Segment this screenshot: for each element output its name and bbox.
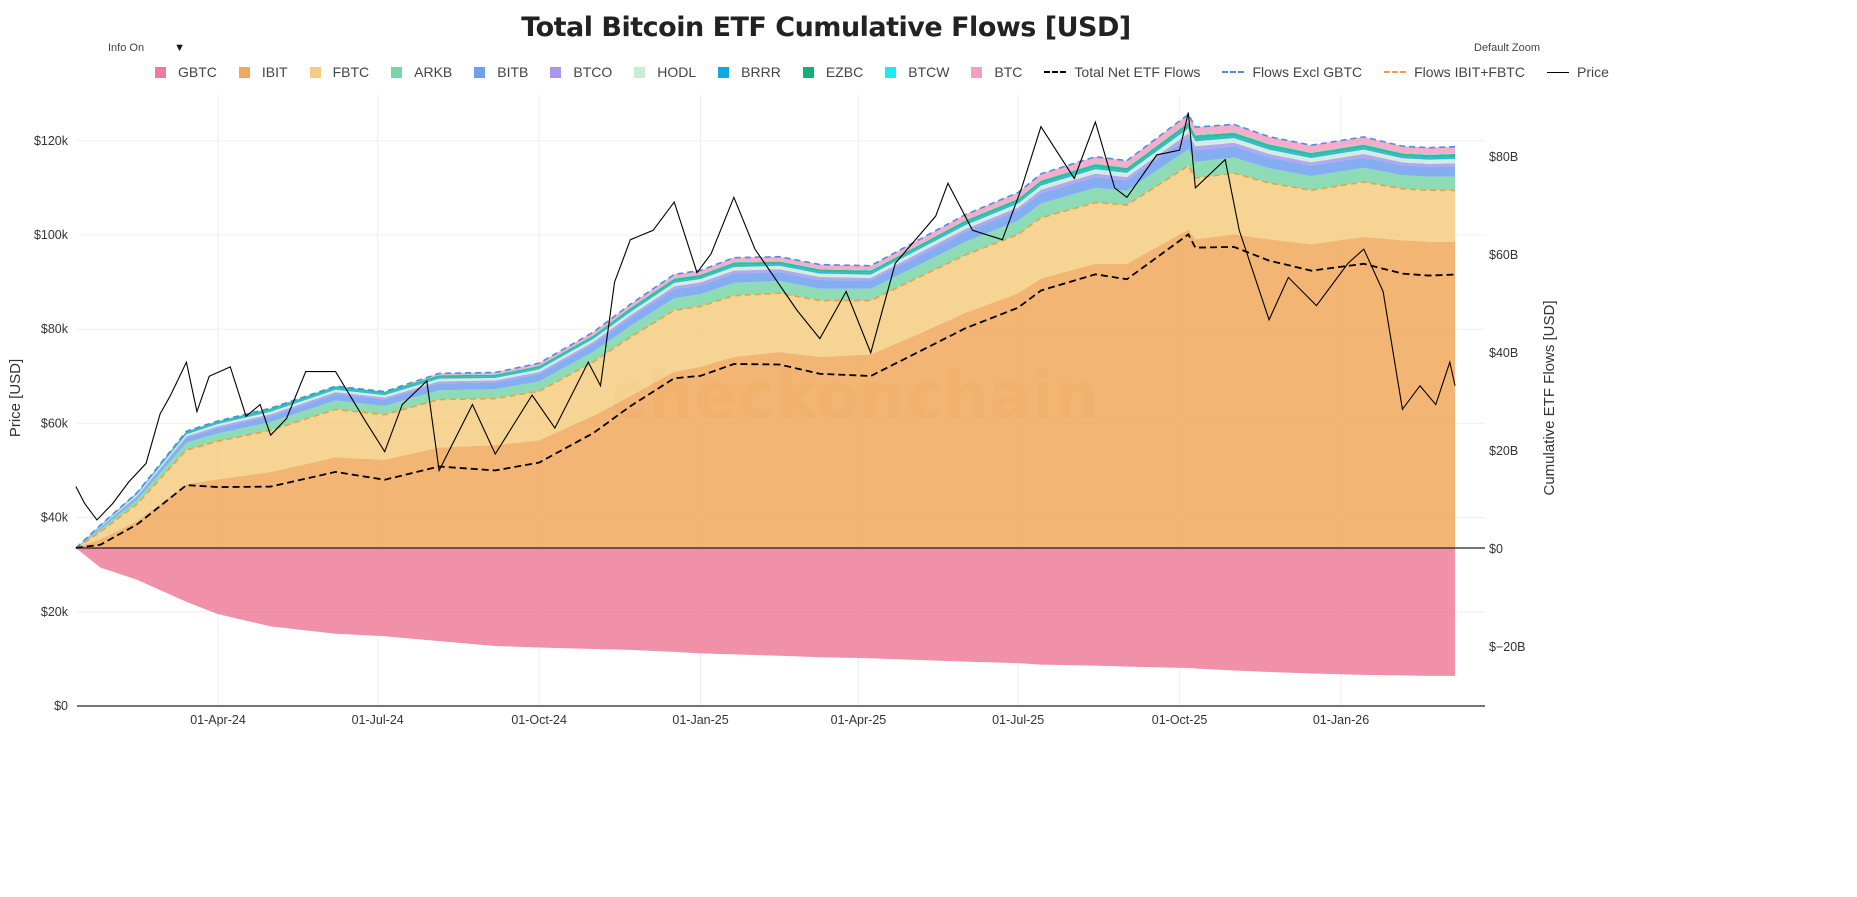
legend-line-icon — [1222, 71, 1245, 73]
legend-line-icon — [1384, 71, 1407, 73]
area-gbtc[interactable] — [75, 548, 1456, 676]
legend-label: ARKB — [414, 64, 453, 80]
legend-swatch-icon — [474, 66, 486, 78]
y-left-tick-label: $40k — [41, 511, 69, 525]
legend-swatch-icon — [885, 66, 897, 78]
legend-item-ibit[interactable]: IBIT — [238, 64, 288, 80]
stacked-areas — [75, 114, 1456, 676]
legend-label: Price — [1576, 64, 1609, 80]
x-tick-label: 01-Oct-25 — [1152, 713, 1208, 727]
legend-swatch-icon — [391, 66, 403, 78]
y-right-tick-label: $20B — [1489, 444, 1518, 458]
y-axis-right-title: Cumulative ETF Flows [USD] — [1541, 300, 1558, 495]
legend-label: BRRR — [741, 64, 781, 80]
legend-label: BTCO — [573, 64, 613, 80]
x-tick-label: 01-Apr-24 — [190, 713, 246, 727]
legend-label: FBTC — [332, 64, 370, 80]
x-tick-label: 01-Oct-24 — [511, 713, 567, 727]
legend-item-flows-excl-gbtc[interactable]: Flows Excl GBTC — [1222, 64, 1362, 80]
legend-item-ezbc[interactable]: EZBC — [802, 64, 864, 80]
x-tick-label: 01-Jan-25 — [672, 713, 728, 727]
y-left-tick-label: $20k — [41, 605, 69, 619]
legend-item-fbtc[interactable]: FBTC — [309, 64, 370, 80]
x-tick-label: 01-Jul-25 — [992, 713, 1044, 727]
legend-item-btc[interactable]: BTC — [971, 64, 1022, 80]
legend-label: BITB — [497, 64, 529, 80]
y-axis-left-title: Price [USD] — [7, 359, 24, 437]
legend-item-arkb[interactable]: ARKB — [391, 64, 452, 80]
info-label: Info On — [108, 42, 145, 54]
legend-item-price[interactable]: Price — [1546, 64, 1609, 80]
x-tick-label: 01-Jan-26 — [1313, 713, 1369, 727]
dropdown-arrow-icon: ▼ — [174, 42, 185, 54]
legend-item-bitb[interactable]: BITB — [474, 64, 528, 80]
legend-label: BTCW — [908, 64, 950, 80]
y-right-tick-label: $60B — [1489, 248, 1518, 262]
y-left-tick-label: $60k — [41, 416, 69, 430]
legend-swatch-icon — [309, 66, 321, 78]
y-right-tick-label: $80B — [1489, 150, 1518, 164]
line-flows-ibit-fbtc[interactable] — [75, 164, 1456, 549]
line-price[interactable] — [75, 112, 1456, 521]
line-total-net-etf-flows[interactable] — [75, 233, 1456, 549]
legend: GBTC IBIT FBTC ARKB BITB BTCO HODL BRRR EZBC BTCW… — [155, 64, 1631, 80]
y-right-tick-label: $0 — [1489, 542, 1503, 556]
legend-swatch-icon — [238, 66, 250, 78]
area-fbtc[interactable] — [75, 165, 1456, 549]
legend-label: EZBC — [825, 64, 864, 80]
x-tick-label: 01-Apr-25 — [831, 713, 887, 727]
area-ibit[interactable] — [75, 229, 1456, 549]
legend-label: HODL — [657, 64, 697, 80]
info-toggle-dropdown[interactable]: Info On ▼ — [108, 42, 185, 54]
line-flows-excl-gbtc[interactable] — [75, 113, 1456, 549]
legend-swatch-icon — [971, 66, 983, 78]
default-zoom-button[interactable]: Default Zoom — [1474, 42, 1541, 54]
y-right-tick-label: $−20B — [1489, 640, 1526, 654]
y-left-tick-label: $120k — [34, 134, 69, 148]
legend-line-icon — [1546, 71, 1569, 73]
legend-item-flows-ibit-fbtc[interactable]: Flows IBIT+FBTC — [1384, 64, 1525, 80]
legend-label: Flows Excl GBTC — [1252, 64, 1363, 80]
x-tick-label: 01-Jul-24 — [352, 713, 404, 727]
legend-label: IBIT — [261, 64, 288, 80]
flow-lines — [75, 112, 1456, 549]
legend-swatch-icon — [802, 66, 814, 78]
legend-line-icon — [1044, 71, 1067, 73]
legend-item-btco[interactable]: BTCO — [550, 64, 612, 80]
legend-item-hodl[interactable]: HODL — [634, 64, 696, 80]
legend-swatch-icon — [550, 66, 562, 78]
axes: 01-Apr-24 01-Jul-24 01-Oct-24 01-Jan-25 01-A… — [34, 134, 1526, 727]
legend-label: Flows IBIT+FBTC — [1414, 64, 1525, 80]
chart-title: Total Bitcoin ETF Cumulative Flows [USD] — [521, 12, 1131, 43]
y-left-tick-label: $80k — [41, 322, 69, 336]
legend-swatch-icon — [634, 66, 646, 78]
legend-item-btcw[interactable]: BTCW — [885, 64, 949, 80]
legend-label: Total Net ETF Flows — [1074, 64, 1201, 80]
legend-swatch-icon — [718, 66, 730, 78]
legend-swatch-icon — [155, 66, 166, 78]
legend-item-brrr[interactable]: BRRR — [718, 64, 781, 80]
y-right-tick-label: $40B — [1489, 346, 1518, 360]
legend-item-gbtc[interactable]: GBTC — [155, 64, 217, 80]
legend-item-total-net-etf-flows[interactable]: Total Net ETF Flows — [1044, 64, 1200, 80]
y-left-tick-label: $0 — [54, 699, 68, 713]
legend-label: BTC — [994, 64, 1023, 80]
y-left-tick-label: $100k — [34, 228, 69, 242]
legend-label: GBTC — [178, 64, 217, 80]
